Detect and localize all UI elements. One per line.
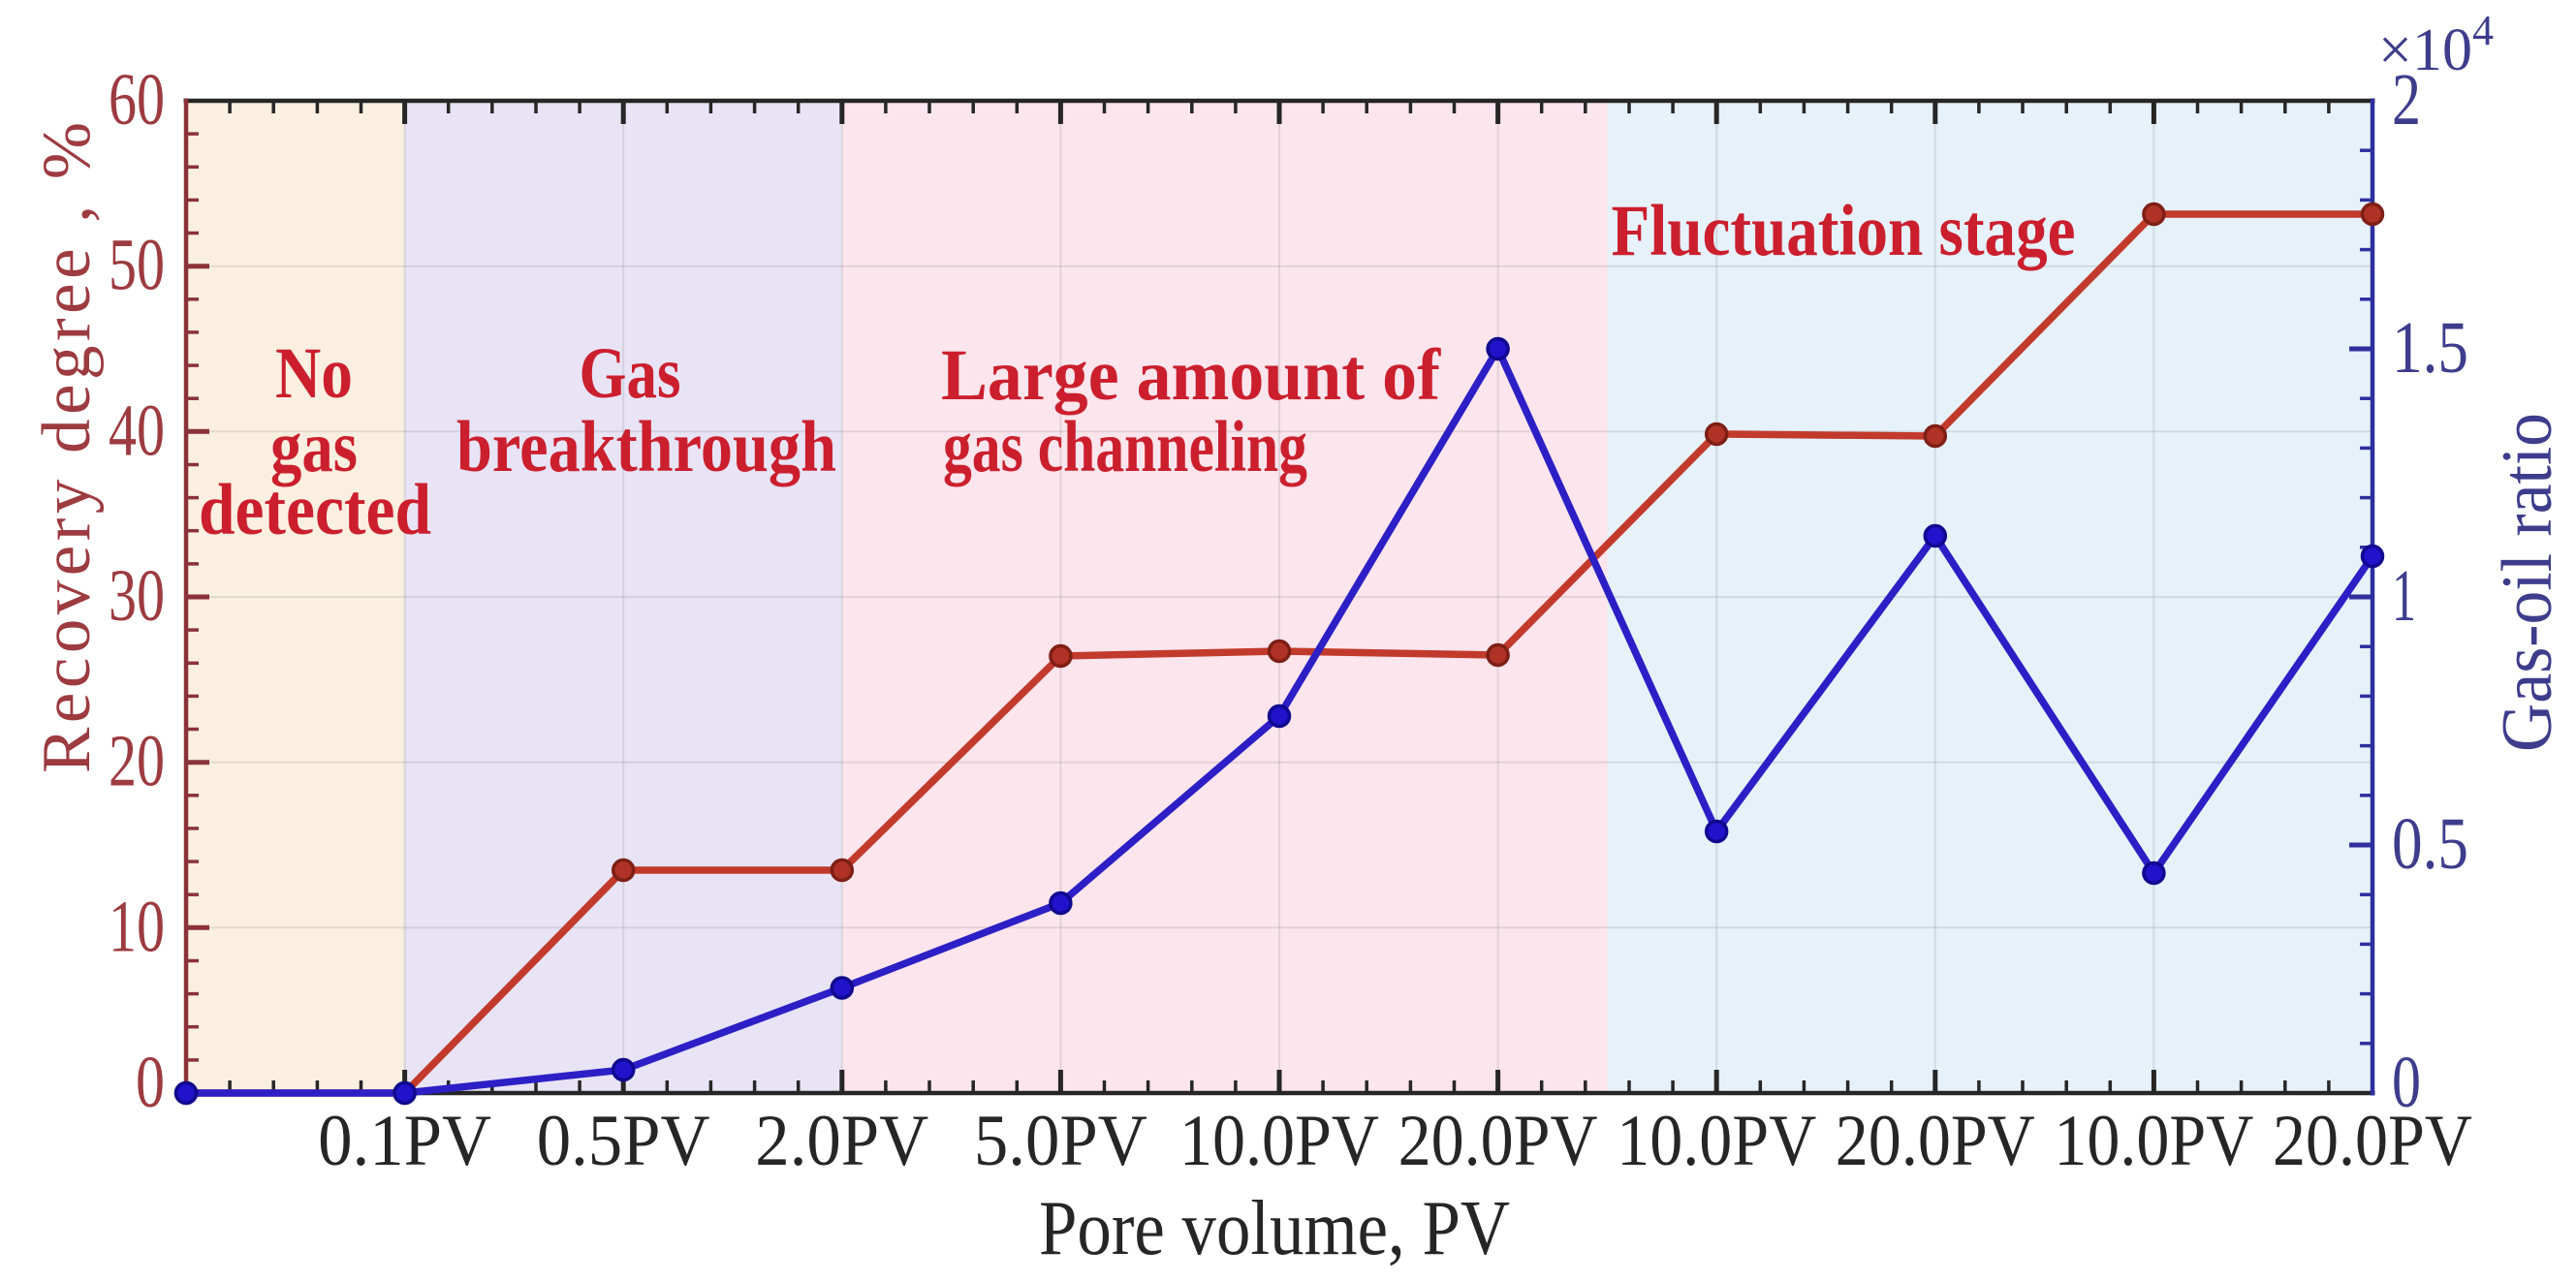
svg-text:5.0PV: 5.0PV <box>974 1101 1147 1181</box>
svg-text:Fluctuation stage: Fluctuation stage <box>1612 191 2076 271</box>
svg-text:20.0PV: 20.0PV <box>1836 1101 2035 1181</box>
svg-text:Large amount of: Large amount of <box>941 335 1441 416</box>
svg-text:10.0PV: 10.0PV <box>1617 1101 1816 1181</box>
svg-text:breakthrough: breakthrough <box>456 407 836 487</box>
svg-text:20.0PV: 20.0PV <box>2273 1101 2472 1181</box>
svg-text:2: 2 <box>2392 59 2421 141</box>
svg-text:2.0PV: 2.0PV <box>755 1101 928 1181</box>
svg-text:1.5: 1.5 <box>2392 307 2468 389</box>
svg-text:10: 10 <box>109 886 165 967</box>
svg-text:20.0PV: 20.0PV <box>1398 1101 1598 1181</box>
svg-text:10.0PV: 10.0PV <box>2054 1101 2253 1181</box>
svg-text:0: 0 <box>136 1042 165 1123</box>
svg-text:50: 50 <box>109 225 165 306</box>
svg-text:gas: gas <box>270 407 358 487</box>
svg-text:Gas-oil ratio: Gas-oil ratio <box>2488 413 2567 752</box>
svg-text:10.0PV: 10.0PV <box>1179 1101 1379 1181</box>
svg-text:0: 0 <box>2392 1042 2421 1123</box>
svg-text:0.5: 0.5 <box>2392 803 2468 885</box>
svg-text:30: 30 <box>109 555 165 637</box>
svg-text:40: 40 <box>109 390 165 471</box>
svg-text:No: No <box>275 333 353 414</box>
svg-text:60: 60 <box>109 59 165 141</box>
svg-text:0.1PV: 0.1PV <box>318 1101 491 1181</box>
svg-text:detected: detected <box>199 470 431 550</box>
svg-text:20: 20 <box>109 721 165 802</box>
svg-text:1: 1 <box>2392 555 2416 637</box>
svg-text:Gas: Gas <box>580 333 681 414</box>
svg-text:Recovery degree , %: Recovery degree , % <box>29 122 105 773</box>
svg-text:gas channeling: gas channeling <box>943 407 1307 487</box>
svg-text:Pore volume, PV: Pore volume, PV <box>1039 1186 1510 1271</box>
svg-text:0.5PV: 0.5PV <box>537 1101 710 1181</box>
